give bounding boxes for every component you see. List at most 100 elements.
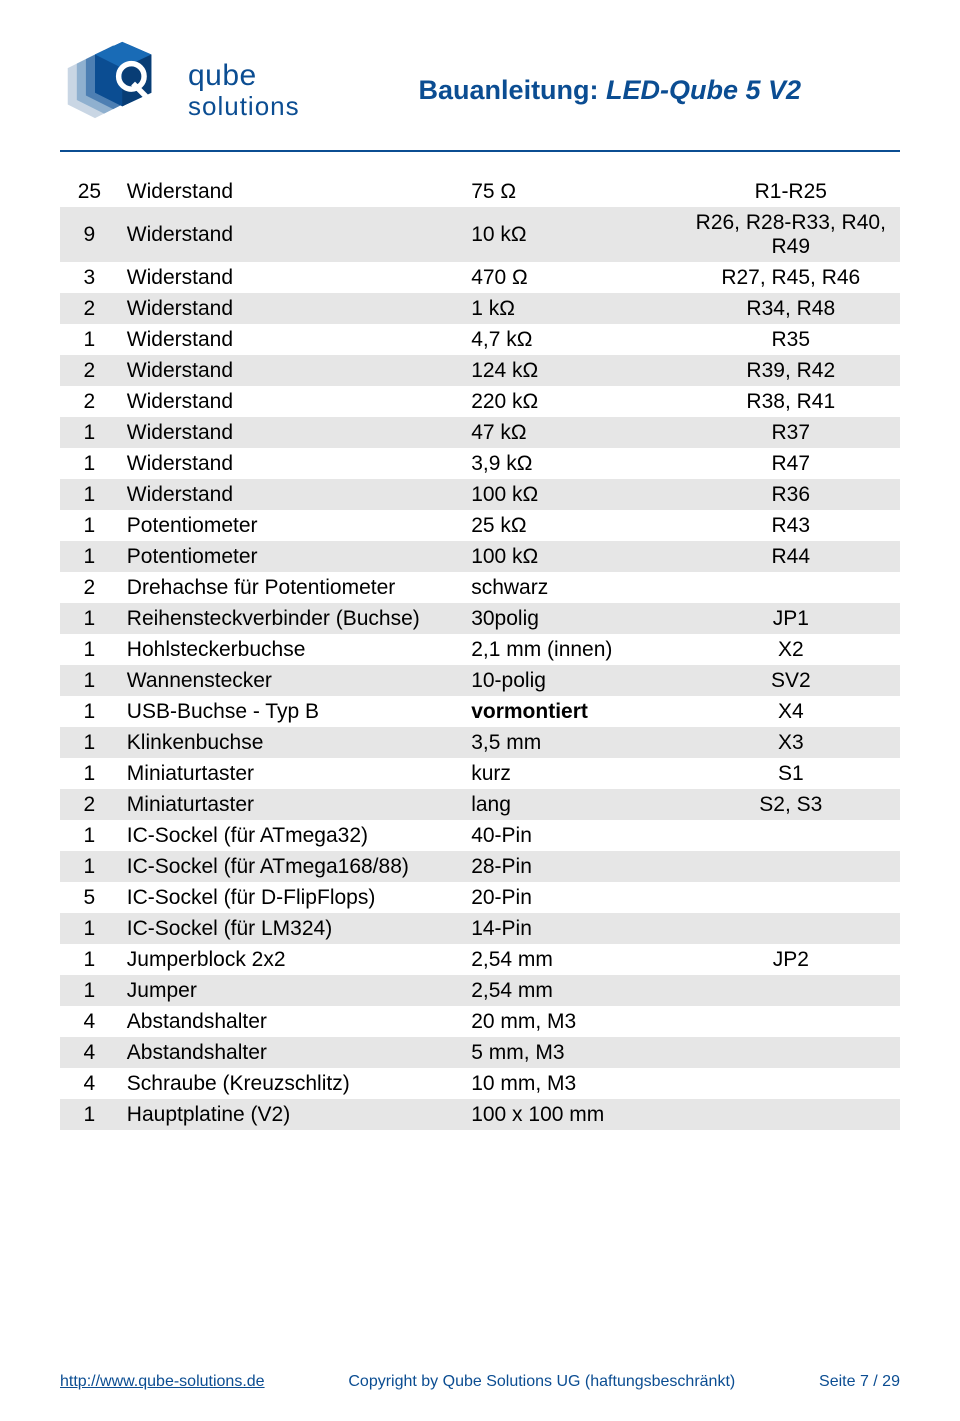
cell-val: 470 Ω (463, 262, 681, 293)
cell-desc: Hauptplatine (V2) (119, 1099, 463, 1130)
cell-ref: R34, R48 (682, 293, 900, 324)
table-row: 1USB-Buchse - Typ BvormontiertX4 (60, 696, 900, 727)
header-rule (60, 150, 900, 152)
cell-desc: Abstandshalter (119, 1037, 463, 1068)
table-row: 1IC-Sockel (für ATmega32)40-Pin (60, 820, 900, 851)
cell-ref: R43 (682, 510, 900, 541)
cell-desc: Widerstand (119, 386, 463, 417)
cell-desc: USB-Buchse - Typ B (119, 696, 463, 727)
cell-val: schwarz (463, 572, 681, 603)
cell-ref: X2 (682, 634, 900, 665)
cell-val: 30polig (463, 603, 681, 634)
cell-desc: Miniaturtaster (119, 758, 463, 789)
parts-table: 25Widerstand75 ΩR1-R259Widerstand10 kΩR2… (60, 176, 900, 1130)
cell-ref: X3 (682, 727, 900, 758)
page-footer: http://www.qube-solutions.de Copyright b… (60, 1373, 900, 1391)
cell-qty: 1 (60, 758, 119, 789)
cell-desc: Widerstand (119, 324, 463, 355)
cell-qty: 3 (60, 262, 119, 293)
cell-qty: 1 (60, 1099, 119, 1130)
cell-ref (682, 851, 900, 882)
brand-text: qube solutions (188, 61, 300, 119)
cell-desc: Widerstand (119, 355, 463, 386)
cell-ref (682, 975, 900, 1006)
cell-val: 220 kΩ (463, 386, 681, 417)
cell-desc: Widerstand (119, 448, 463, 479)
footer-url[interactable]: http://www.qube-solutions.de (60, 1373, 265, 1391)
cell-desc: IC-Sockel (für D-FlipFlops) (119, 882, 463, 913)
cell-ref: R37 (682, 417, 900, 448)
table-row: 1Hohlsteckerbuchse2,1 mm (innen)X2 (60, 634, 900, 665)
table-row: 4Abstandshalter20 mm, M3 (60, 1006, 900, 1037)
cell-qty: 1 (60, 541, 119, 572)
cell-ref (682, 1068, 900, 1099)
cell-desc: Hohlsteckerbuchse (119, 634, 463, 665)
cell-val: 47 kΩ (463, 417, 681, 448)
cell-desc: Widerstand (119, 262, 463, 293)
cell-val: 10-polig (463, 665, 681, 696)
cell-desc: Widerstand (119, 293, 463, 324)
cell-desc: Drehachse für Potentiometer (119, 572, 463, 603)
cell-desc: Widerstand (119, 176, 463, 207)
cell-desc: IC-Sockel (für LM324) (119, 913, 463, 944)
brand-top: qube (188, 61, 300, 91)
doc-title-name: LED-Qube 5 V2 (606, 75, 801, 105)
cell-qty: 4 (60, 1006, 119, 1037)
cell-ref (682, 913, 900, 944)
cell-val: 124 kΩ (463, 355, 681, 386)
table-row: 2Drehachse für Potentiometerschwarz (60, 572, 900, 603)
cell-qty: 1 (60, 820, 119, 851)
cell-qty: 1 (60, 324, 119, 355)
cell-qty: 1 (60, 944, 119, 975)
cell-desc: Potentiometer (119, 510, 463, 541)
table-row: 3Widerstand470 ΩR27, R45, R46 (60, 262, 900, 293)
footer-page: Seite 7 / 29 (819, 1373, 900, 1391)
cell-val: kurz (463, 758, 681, 789)
table-row: 1IC-Sockel (für ATmega168/88)28-Pin (60, 851, 900, 882)
cell-val: 100 kΩ (463, 479, 681, 510)
cell-val: 5 mm, M3 (463, 1037, 681, 1068)
table-row: 1Potentiometer100 kΩR44 (60, 541, 900, 572)
footer-copyright: Copyright by Qube Solutions UG (haftungs… (348, 1373, 735, 1391)
cell-val: 10 mm, M3 (463, 1068, 681, 1099)
cell-qty: 25 (60, 176, 119, 207)
cell-desc: Potentiometer (119, 541, 463, 572)
cell-ref: R47 (682, 448, 900, 479)
cell-desc: IC-Sockel (für ATmega32) (119, 820, 463, 851)
table-row: 1Widerstand47 kΩR37 (60, 417, 900, 448)
table-row: 4Abstandshalter5 mm, M3 (60, 1037, 900, 1068)
cell-ref: R27, R45, R46 (682, 262, 900, 293)
cell-qty: 1 (60, 851, 119, 882)
cell-ref: JP1 (682, 603, 900, 634)
table-row: 1Potentiometer25 kΩR43 (60, 510, 900, 541)
cell-ref: R38, R41 (682, 386, 900, 417)
cell-ref (682, 1099, 900, 1130)
cell-val: 28-Pin (463, 851, 681, 882)
table-row: 2Widerstand1 kΩR34, R48 (60, 293, 900, 324)
cell-qty: 1 (60, 727, 119, 758)
cell-desc: Abstandshalter (119, 1006, 463, 1037)
cell-qty: 4 (60, 1068, 119, 1099)
cell-val: 25 kΩ (463, 510, 681, 541)
cell-ref: S1 (682, 758, 900, 789)
table-row: 1Widerstand100 kΩR36 (60, 479, 900, 510)
cell-val: 75 Ω (463, 176, 681, 207)
table-row: 25Widerstand75 ΩR1-R25 (60, 176, 900, 207)
cell-ref: R35 (682, 324, 900, 355)
cell-qty: 2 (60, 355, 119, 386)
cell-ref (682, 820, 900, 851)
cell-qty: 2 (60, 293, 119, 324)
table-row: 1Widerstand3,9 kΩR47 (60, 448, 900, 479)
cell-desc: Jumperblock 2x2 (119, 944, 463, 975)
cell-val: 100 x 100 mm (463, 1099, 681, 1130)
cell-desc: Widerstand (119, 207, 463, 262)
table-row: 2MiniaturtasterlangS2, S3 (60, 789, 900, 820)
table-row: 2Widerstand220 kΩR38, R41 (60, 386, 900, 417)
cell-qty: 5 (60, 882, 119, 913)
page-header: qube solutions Bauanleitung: LED-Qube 5 … (60, 40, 900, 140)
cell-qty: 1 (60, 634, 119, 665)
table-row: 1MiniaturtasterkurzS1 (60, 758, 900, 789)
cell-val: 3,9 kΩ (463, 448, 681, 479)
cell-ref (682, 572, 900, 603)
table-row: 2Widerstand124 kΩR39, R42 (60, 355, 900, 386)
